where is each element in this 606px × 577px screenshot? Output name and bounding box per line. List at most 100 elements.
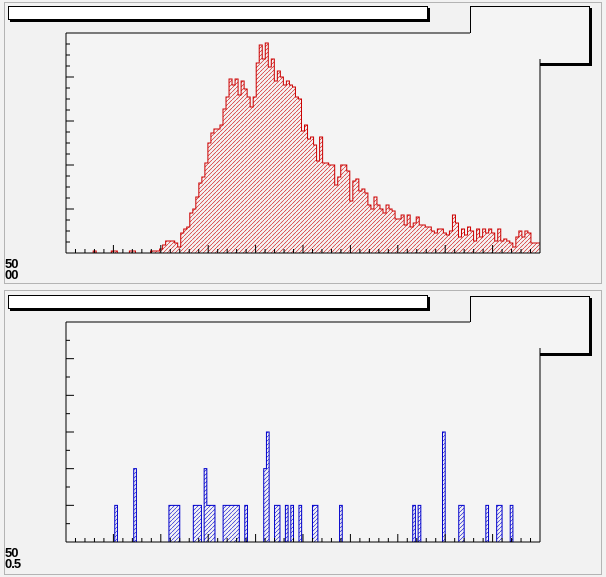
hist-bin-1-63 <box>236 505 240 542</box>
hist-bin-1-66 <box>244 505 248 542</box>
hist-bin-0-105 <box>383 213 387 253</box>
hist-bin-0-150 <box>518 231 522 253</box>
hist-bin-0-32 <box>162 245 166 253</box>
hist-bin-1-53 <box>209 505 213 542</box>
hist-bin-1-146 <box>461 505 465 542</box>
hist-bin-0-44 <box>198 183 202 253</box>
hist-bin-0-94 <box>349 201 353 253</box>
hist-bin-0-131 <box>461 229 465 253</box>
hist-bin-0-41 <box>189 213 193 253</box>
hist-bin-0-147 <box>509 243 513 253</box>
hist-bin-0-106 <box>386 205 390 253</box>
hist-bin-0-140 <box>488 229 492 253</box>
hist-bin-0-56 <box>235 79 239 253</box>
hist-bin-0-88 <box>331 165 335 253</box>
hist-bin-0-99 <box>364 193 368 253</box>
hist-bin-1-86 <box>298 505 302 542</box>
hist-bin-1-51 <box>204 468 207 542</box>
hist-bin-0-59 <box>244 89 248 253</box>
hist-bin-0-96 <box>355 179 359 253</box>
hist-bin-0-113 <box>407 215 411 253</box>
hist-bin-0-137 <box>479 237 483 253</box>
hist-bin-0-139 <box>485 233 489 253</box>
hist-bin-0-84 <box>319 137 323 253</box>
hist-bin-0-118 <box>422 225 426 253</box>
hist-bin-1-83 <box>290 505 294 542</box>
hist-bin-0-141 <box>491 233 495 253</box>
hist-bin-0-72 <box>283 85 287 253</box>
hist-bin-0-42 <box>192 209 196 253</box>
hist-bin-0-135 <box>473 241 477 253</box>
hist-bin-1-77 <box>274 505 278 542</box>
hist-bin-0-66 <box>265 43 269 253</box>
hist-bin-1-91 <box>312 505 316 542</box>
hist-bin-1-78 <box>277 505 280 542</box>
hist-bin-1-159 <box>496 505 500 542</box>
hist-bin-0-156 <box>536 243 540 253</box>
hist-bin-1-49 <box>198 505 202 542</box>
hist-bin-1-54 <box>212 505 215 542</box>
hist-bin-1-92 <box>315 505 318 542</box>
hist-bin-0-78 <box>301 131 305 253</box>
hist-bin-0-75 <box>292 87 296 253</box>
hist-bin-0-58 <box>241 81 245 253</box>
hist-bin-0-130 <box>458 237 462 253</box>
hist-bin-0-82 <box>313 145 317 253</box>
hist-bin-0-67 <box>268 67 272 253</box>
hist-bin-0-148 <box>512 247 516 253</box>
hist-bin-0-115 <box>413 223 417 253</box>
hist-bin-0-34 <box>168 241 172 253</box>
hist-bin-0-74 <box>289 85 293 253</box>
hist-bin-0-127 <box>449 231 453 253</box>
hist-bin-0-126 <box>446 235 450 253</box>
hist-bin-1-62 <box>233 505 237 542</box>
hist-bin-1-48 <box>196 505 199 542</box>
hist-bin-0-152 <box>524 231 528 253</box>
hist-bin-0-153 <box>527 233 531 253</box>
hist-bin-0-110 <box>398 219 402 253</box>
bottom-corner-label-lower: 0.5 <box>5 556 21 571</box>
hist-bin-0-104 <box>379 209 384 253</box>
hist-bin-0-69 <box>274 81 278 253</box>
hist-bin-0-81 <box>310 137 314 253</box>
hist-bin-1-130 <box>418 505 421 542</box>
hist-bin-0-71 <box>280 77 284 253</box>
hist-bin-0-92 <box>343 165 347 253</box>
hist-bin-0-121 <box>431 231 435 253</box>
hist-bin-0-134 <box>470 231 474 253</box>
hist-bin-0-28 <box>150 251 154 253</box>
hist-bin-0-76 <box>295 97 299 253</box>
hist-bin-0-112 <box>404 225 408 253</box>
hist-bin-1-40 <box>174 505 178 542</box>
top-histogram-title-box <box>8 6 428 20</box>
hist-bin-0-35 <box>171 241 175 253</box>
top-corner-label-upper: 50 <box>5 256 19 271</box>
hist-bin-0-97 <box>358 191 362 253</box>
hist-bin-0-151 <box>521 237 525 253</box>
hist-bin-0-132 <box>464 235 468 253</box>
hist-bin-1-160 <box>499 505 503 542</box>
hist-bin-1-60 <box>228 505 232 542</box>
hist-bin-0-149 <box>515 237 519 253</box>
hist-bin-1-164 <box>510 505 513 542</box>
hist-bin-0-100 <box>367 205 371 253</box>
hist-bin-0-22 <box>132 251 136 253</box>
hist-bin-0-119 <box>425 227 429 253</box>
hist-bin-0-39 <box>183 229 187 253</box>
hist-bin-0-49 <box>213 129 217 253</box>
hist-bin-0-116 <box>416 217 420 253</box>
hist-bin-1-39 <box>171 505 175 542</box>
hist-bin-0-29 <box>153 251 157 253</box>
hist-bin-1-139 <box>442 432 446 542</box>
plot-area-1 <box>66 322 540 542</box>
hist-bin-0-36 <box>174 243 178 253</box>
hist-bin-1-61 <box>231 505 234 542</box>
hist-bin-0-109 <box>395 219 399 253</box>
hist-bin-1-38 <box>168 505 172 542</box>
hist-bin-0-77 <box>298 99 302 253</box>
hist-bin-0-89 <box>334 185 338 253</box>
hist-bin-0-143 <box>497 229 501 253</box>
hist-bin-0-123 <box>437 229 441 253</box>
